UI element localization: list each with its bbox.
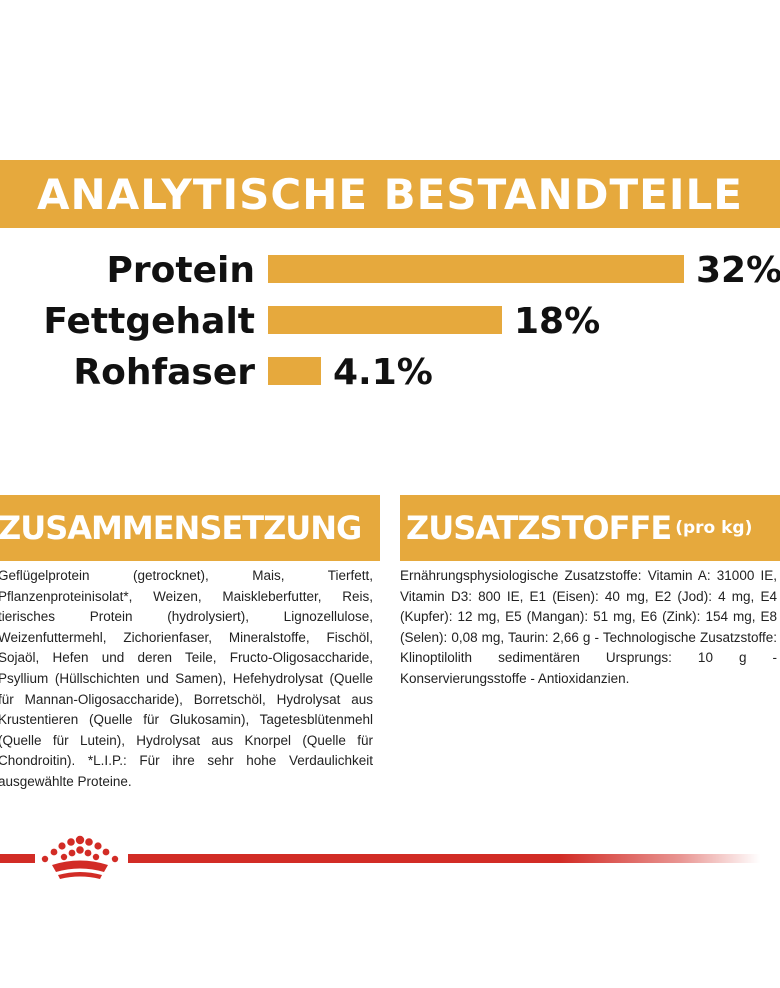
nutrient-bar bbox=[268, 357, 321, 385]
additives-text: Ernährungsphysiologische Zusatzstoffe: V… bbox=[400, 568, 777, 686]
nutrient-label: Rohfaser bbox=[73, 352, 255, 393]
composition-title: ZUSAMMENSETZUNG bbox=[0, 509, 362, 547]
nutrient-value: 18% bbox=[514, 301, 601, 342]
additives-title: ZUSATZSTOFFE bbox=[406, 509, 672, 547]
nutrient-row-protein: Protein 32% bbox=[0, 245, 780, 297]
nutrient-value: 32% bbox=[696, 250, 780, 291]
analysis-banner: ANALYTISCHE BESTANDTEILE bbox=[0, 160, 780, 228]
nutrient-value: 4.1% bbox=[333, 352, 433, 393]
additives-header: ZUSATZSTOFFE (pro kg) bbox=[400, 495, 780, 561]
brand-stripe bbox=[0, 854, 780, 863]
nutrient-label: Fettgehalt bbox=[43, 301, 255, 342]
composition-header: ZUSAMMENSETZUNG bbox=[0, 495, 380, 561]
crown-icon bbox=[41, 835, 119, 879]
nutrient-bar bbox=[268, 306, 502, 334]
nutrient-row-rohfaser: Rohfaser 4.1% bbox=[0, 347, 780, 399]
additives-unit: (pro kg) bbox=[675, 518, 753, 538]
nutrient-row-fettgehalt: Fettgehalt 18% bbox=[0, 296, 780, 348]
composition-text: Geflügelprotein (getrocknet), Mais, Tier… bbox=[0, 568, 373, 789]
nutrient-bar bbox=[268, 255, 684, 283]
analysis-title: ANALYTISCHE BESTANDTEILE bbox=[37, 169, 743, 219]
nutrient-label: Protein bbox=[106, 250, 255, 291]
